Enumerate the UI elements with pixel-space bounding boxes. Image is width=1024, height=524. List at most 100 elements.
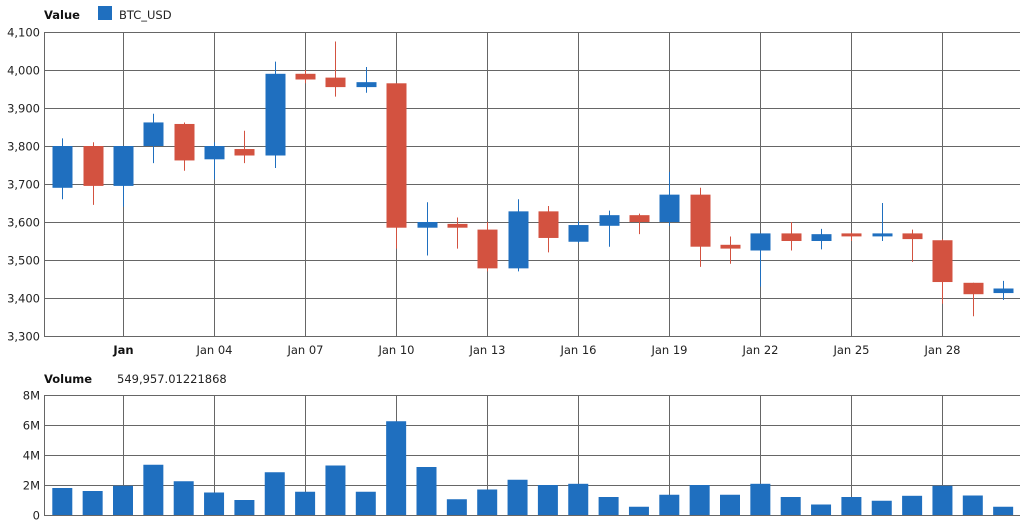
volume-bar [689, 485, 710, 515]
volume-y-tick-label: 8M [23, 389, 40, 403]
price-y-tick-label: 3,400 [7, 292, 40, 306]
candles-group [52, 41, 1014, 317]
candle-up [417, 202, 438, 256]
candle-down [841, 232, 862, 241]
x-tick-label: Jan 19 [650, 343, 687, 357]
candle-down [932, 239, 953, 304]
volume-bar [355, 491, 376, 515]
x-tick-label: Jan [112, 343, 133, 357]
candle-down [538, 206, 559, 253]
candle-body [993, 288, 1014, 294]
candle-body [386, 83, 407, 228]
price-y-tick-label: 3,800 [7, 140, 40, 154]
volume-bar [143, 464, 164, 515]
candle-down [295, 70, 316, 84]
x-tick-label: Jan 04 [195, 343, 232, 357]
legend-swatch-btc-usd[interactable] [98, 6, 112, 20]
x-tick-label: Jan 28 [923, 343, 960, 357]
candle-body [841, 233, 862, 237]
volume-y-tick-label: 0 [33, 509, 40, 523]
candle-down [781, 222, 802, 251]
legend-label-btc-usd[interactable]: BTC_USD [119, 8, 172, 22]
volume-bar [173, 481, 194, 515]
volume-bar [507, 479, 528, 515]
candle-body [356, 82, 377, 88]
date-x-axis: Jan Jan 04 Jan 07 Jan 10 Jan 13 Jan 16 Jan 19 J… [112, 343, 960, 357]
volume-bar [82, 491, 103, 515]
candle-down [174, 122, 195, 171]
volume-y-tick-label: 6M [23, 419, 40, 433]
volume-bar [204, 492, 225, 515]
volume-bar [325, 465, 346, 515]
candle-down [629, 213, 650, 235]
candle-body [265, 73, 286, 156]
x-tick-label: Jan 16 [559, 343, 596, 357]
candle-up [568, 221, 589, 243]
candle-up [204, 142, 225, 180]
candle-down [83, 142, 104, 205]
candle-body [781, 233, 802, 241]
volume-bar [537, 485, 558, 515]
price-y-tick-label: 3,700 [7, 178, 40, 192]
candle-body [234, 149, 255, 156]
volume-panel-title: Volume [44, 372, 92, 386]
price-grid [44, 32, 1020, 337]
candle-up [993, 280, 1014, 300]
candle-body [508, 211, 529, 269]
volume-bar [811, 504, 832, 515]
price-y-tick-label: 4,100 [7, 26, 40, 40]
candle-up [52, 138, 73, 200]
volume-bar [295, 491, 316, 515]
candle-down [963, 282, 984, 317]
candle-body [83, 146, 104, 186]
volume-y-tick-label: 4M [23, 449, 40, 463]
candle-body [599, 215, 620, 226]
volume-y-tick-label: 2M [23, 479, 40, 493]
candle-body [963, 282, 984, 295]
volume-bar [659, 494, 680, 515]
x-tick-label: Jan 22 [741, 343, 778, 357]
candle-down [447, 217, 468, 249]
x-tick-label: Jan 10 [377, 343, 414, 357]
candle-down [477, 222, 498, 272]
volume-bar [52, 488, 73, 515]
candle-down [720, 236, 741, 264]
candle-body [143, 122, 164, 146]
volume-bar [568, 483, 589, 515]
candle-up [265, 61, 286, 169]
candle-body [174, 123, 195, 161]
volume-bar [446, 499, 467, 515]
candle-up [659, 171, 680, 226]
volume-bar [477, 489, 498, 515]
candle-body [295, 73, 316, 80]
candle-body [720, 244, 741, 249]
volume-bar [902, 495, 923, 515]
volume-bar [416, 467, 437, 515]
volume-grid [44, 395, 1020, 516]
volume-bar [113, 485, 133, 515]
value-panel-title: Value [44, 8, 80, 22]
volume-bar [993, 506, 1014, 515]
volume-bar [932, 485, 953, 515]
volume-bar [598, 497, 619, 515]
x-tick-label: Jan 07 [286, 343, 323, 357]
candle-up [508, 199, 529, 272]
candle-body [325, 77, 346, 88]
candle-down [234, 130, 255, 164]
candle-up [872, 203, 893, 241]
candle-up [143, 113, 164, 164]
candle-up [599, 210, 620, 247]
candle-body [750, 233, 771, 251]
volume-bar [841, 497, 862, 515]
candle-up [750, 233, 771, 287]
x-tick-label: Jan 25 [832, 343, 869, 357]
volume-readout-value: 549,957.01221868 [117, 372, 227, 386]
candle-body [113, 146, 134, 186]
candle-body [204, 146, 225, 160]
candle-body [872, 233, 893, 237]
volume-bar [750, 483, 771, 515]
candle-body [932, 240, 953, 283]
candle-body [447, 223, 468, 228]
